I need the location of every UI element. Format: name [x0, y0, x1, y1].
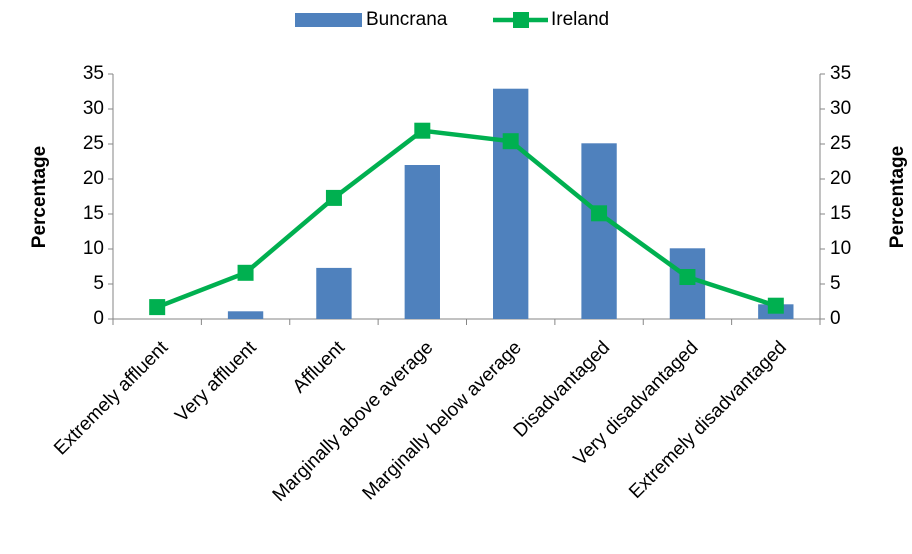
line-marker [679, 269, 696, 285]
bar [581, 143, 617, 319]
y2-tick-label: 15 [830, 203, 851, 224]
legend-swatch [295, 13, 362, 27]
y-tick-label: 5 [93, 273, 104, 294]
x-tick-label: Extremely affluent [50, 337, 173, 460]
bar [404, 165, 440, 319]
y2-axis-title: Percentage [887, 146, 908, 248]
legend-label: Ireland [551, 9, 609, 30]
y2-tick-label: 25 [830, 133, 851, 154]
y-tick-label: 15 [83, 203, 104, 224]
line-marker [502, 133, 519, 150]
y2-tick-label: 20 [830, 168, 851, 189]
y-tick-label: 20 [83, 168, 104, 189]
y-tick-label: 30 [83, 98, 104, 119]
line-marker [767, 297, 784, 314]
y2-tick-label: 30 [830, 98, 851, 119]
bar [493, 88, 529, 319]
y-tick-label: 35 [83, 63, 104, 84]
bar [316, 267, 352, 319]
bar [227, 311, 264, 319]
y-axis-title: Percentage [29, 146, 50, 248]
x-tick-label: Very affluent [171, 337, 261, 427]
line-marker [149, 299, 166, 316]
y2-tick-label: 0 [830, 308, 841, 329]
y2-tick-label: 35 [830, 63, 851, 84]
line-marker [591, 205, 608, 222]
line-marker [325, 189, 342, 206]
y2-tick-label: 5 [830, 273, 841, 294]
line [156, 128, 777, 310]
line-marker [414, 122, 431, 139]
y-tick-label: 0 [93, 308, 104, 329]
legend-swatch-marker [513, 12, 529, 28]
y-tick-label: 25 [83, 133, 104, 154]
line-marker [237, 264, 254, 281]
legend-label: Buncrana [366, 9, 448, 30]
x-tick-label: Extremely disadvantaged [625, 337, 791, 503]
x-tick-label: Marginally above average [269, 337, 438, 506]
y2-tick-label: 10 [830, 238, 851, 259]
x-tick-label: Marginally below average [359, 337, 526, 504]
x-tick-label: Affluent [289, 337, 350, 398]
y-tick-label: 10 [83, 238, 104, 259]
